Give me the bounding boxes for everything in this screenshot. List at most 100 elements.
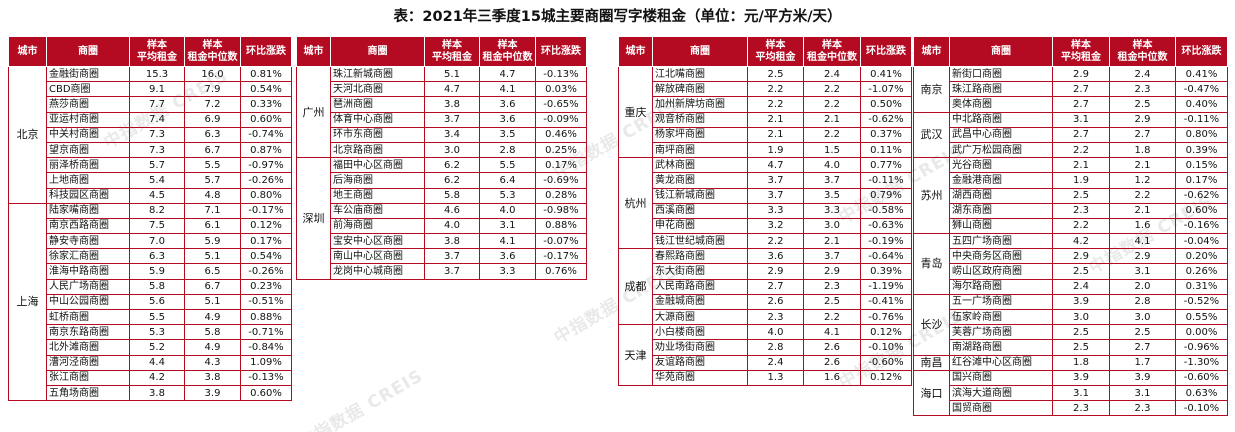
- avg-rent-cell: 4.5: [129, 187, 185, 204]
- table-row: 科技园区商圈 4.5 4.8 0.80%: [9, 187, 292, 204]
- change-cell: -0.71%: [240, 324, 292, 341]
- rent-table-2: 城市 商圈 样本 平均租金 样本 租金中位数 环比涨跌 广州 珠江新城商圈 5.1 4.7…: [296, 36, 587, 280]
- district-cell: 国贸商圈: [949, 400, 1053, 417]
- district-cell: 观音桥商圈: [652, 111, 748, 128]
- district-cell: 滨海大道商圈: [949, 384, 1053, 402]
- district-cell: 人民广场商圈: [46, 278, 130, 295]
- district-cell: 加州新牌坊商圈: [652, 96, 748, 113]
- rent-table-1: 城市 商圈 样本 平均租金 样本 租金中位数 环比涨跌 北京 金融街商圈 15.3 16.…: [8, 36, 292, 402]
- avg-rent-cell: 2.9: [747, 263, 804, 280]
- change-cell: -0.76%: [860, 308, 912, 326]
- table-row: 奥体商圈 2.7 2.5 0.40%: [914, 96, 1228, 113]
- avg-rent-cell: 2.3: [747, 308, 804, 326]
- median-rent-cell: 5.5: [184, 157, 241, 174]
- change-cell: 0.20%: [1175, 248, 1228, 265]
- change-cell: -0.10%: [1175, 400, 1228, 417]
- change-cell: -0.84%: [240, 339, 292, 356]
- median-rent-cell: 2.6: [803, 354, 861, 371]
- change-cell: 0.12%: [860, 324, 912, 341]
- change-cell: 0.46%: [535, 126, 587, 143]
- header-city: 城市: [618, 36, 653, 67]
- median-rent-cell: 4.1: [479, 81, 536, 98]
- median-rent-cell: 2.1: [1109, 202, 1176, 219]
- change-cell: -0.26%: [240, 172, 292, 189]
- change-cell: -0.52%: [1175, 293, 1228, 311]
- change-cell: -0.96%: [1175, 339, 1228, 356]
- change-cell: -0.11%: [1175, 111, 1228, 128]
- change-cell: 0.15%: [1175, 157, 1228, 174]
- table-row: 北京 金融街商圈 15.3 16.0 0.81%: [8, 65, 292, 204]
- median-rent-cell: 6.1: [184, 217, 241, 235]
- avg-rent-cell: 2.2: [1052, 217, 1110, 235]
- district-cell: 奥体商圈: [949, 96, 1053, 113]
- median-rent-cell: 5.9: [184, 233, 241, 250]
- avg-rent-cell: 4.7: [747, 157, 804, 174]
- table-row: 天河北商圈 4.7 4.1 0.03%: [297, 81, 587, 98]
- table-row: 南坪商圈 1.9 1.5 0.11%: [619, 141, 912, 159]
- change-cell: 0.55%: [1175, 308, 1228, 326]
- change-cell: -0.69%: [535, 172, 587, 189]
- district-cell: 车公庙商圈: [330, 202, 425, 219]
- change-cell: -0.63%: [860, 217, 912, 235]
- district-cell: 丽泽桥商圈: [46, 157, 130, 174]
- header-avg-rent: 样本 平均租金: [747, 36, 804, 67]
- city-cell: 海口: [913, 369, 950, 417]
- change-cell: 0.76%: [535, 263, 587, 280]
- table-row: CBD商圈 9.1 7.9 0.54%: [9, 81, 292, 98]
- change-cell: -0.62%: [1175, 187, 1228, 204]
- table-row: 重庆 江北嘴商圈 2.5 2.4 0.41%: [618, 65, 912, 159]
- district-cell: 亚运村商圈: [46, 111, 130, 128]
- change-cell: 0.60%: [240, 111, 292, 128]
- change-cell: -0.16%: [1175, 217, 1228, 235]
- change-cell: 0.50%: [860, 96, 912, 113]
- table-row: 武广万松园商圈 2.2 1.8 0.39%: [914, 141, 1228, 159]
- city-cell: 杭州: [618, 157, 653, 250]
- table-row: 南京东路商圈 5.3 5.8 -0.71%: [9, 324, 292, 341]
- city-cell: 苏州: [913, 157, 950, 235]
- header-city: 城市: [296, 36, 331, 67]
- median-rent-cell: 2.1: [803, 111, 861, 128]
- district-cell: 张江商圈: [46, 369, 130, 386]
- avg-rent-cell: 2.9: [1052, 248, 1110, 265]
- table-row: 中央商务区商圈 2.9 2.9 0.20%: [914, 248, 1228, 265]
- change-cell: 0.26%: [1175, 263, 1228, 280]
- avg-rent-cell: 4.2: [1052, 233, 1110, 250]
- table-row: 观音桥商圈 2.1 2.1 -0.62%: [619, 111, 912, 128]
- median-rent-cell: 2.3: [803, 278, 861, 295]
- avg-rent-cell: 4.2: [129, 369, 185, 386]
- avg-rent-cell: 2.2: [747, 81, 804, 98]
- table-row: 解放碑商圈 2.2 2.2 -1.07%: [619, 81, 912, 98]
- change-cell: 0.63%: [1175, 384, 1228, 402]
- median-rent-cell: 4.0: [479, 202, 536, 219]
- avg-rent-cell: 3.0: [1052, 308, 1110, 326]
- change-cell: -0.17%: [240, 202, 292, 219]
- median-rent-cell: 4.0: [803, 157, 861, 174]
- table-row: 海尔路商圈 2.4 2.0 0.31%: [914, 278, 1228, 295]
- avg-rent-cell: 5.8: [424, 187, 480, 204]
- header-district: 商圈: [330, 36, 425, 67]
- avg-rent-cell: 2.8: [747, 339, 804, 356]
- median-rent-cell: 2.1: [1109, 157, 1176, 174]
- median-rent-cell: 2.3: [1109, 81, 1176, 98]
- median-rent-cell: 3.7: [803, 172, 861, 189]
- avg-rent-cell: 1.9: [1052, 172, 1110, 189]
- median-rent-cell: 3.9: [184, 384, 241, 402]
- district-cell: 友谊路商圈: [652, 354, 748, 371]
- change-cell: 0.12%: [240, 217, 292, 235]
- change-cell: -0.11%: [860, 172, 912, 189]
- median-rent-cell: 4.1: [479, 233, 536, 250]
- table-row: 湖东商圈 2.3 2.1 0.60%: [914, 202, 1228, 219]
- rent-table-4: 城市 商圈 样本 平均租金 样本 租金中位数 环比涨跌 南京 新街口商圈 2.9 2.4 0…: [913, 36, 1228, 417]
- district-cell: 环市东商圈: [330, 126, 425, 143]
- change-cell: 0.60%: [240, 384, 292, 402]
- median-rent-cell: 2.2: [803, 126, 861, 143]
- change-cell: 0.11%: [860, 141, 912, 159]
- district-cell: 金融街商圈: [46, 65, 130, 83]
- median-rent-cell: 2.5: [803, 293, 861, 311]
- avg-rent-cell: 3.9: [1052, 293, 1110, 311]
- district-cell: 武林商圈: [652, 157, 748, 174]
- avg-rent-cell: 2.2: [747, 233, 804, 250]
- table-row: 燕莎商圈 7.7 7.2 0.33%: [9, 96, 292, 113]
- change-cell: -0.13%: [535, 65, 587, 83]
- district-cell: 华苑商圈: [652, 369, 748, 386]
